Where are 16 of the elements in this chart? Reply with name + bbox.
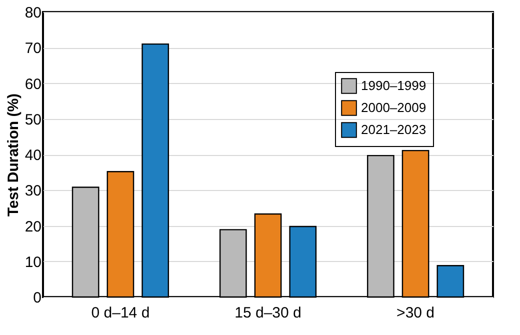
y-tick-label: 30 <box>24 182 42 200</box>
y-tick-label: 50 <box>24 111 42 128</box>
legend-label: 1990–1999 <box>361 78 426 93</box>
x-tick-label: 0 d–14 d <box>91 304 150 322</box>
y-tick-label: 80 <box>24 4 42 22</box>
y-tick-label: 10 <box>24 254 42 271</box>
y-tick-label: 40 <box>24 147 42 164</box>
x-tick-label: >30 d <box>396 304 435 322</box>
y-tick-label: 20 <box>24 218 42 236</box>
y-tick-label: 70 <box>24 40 42 58</box>
y-tick-label: 0 <box>33 290 42 306</box>
x-tick-label: 15 d–30 d <box>234 304 302 322</box>
legend-label: 2000–2009 <box>361 100 426 115</box>
y-tick-label: 60 <box>24 76 42 93</box>
y-axis-title: Test Duration (%) <box>4 93 22 217</box>
legend-label: 2021–2023 <box>361 122 426 137</box>
